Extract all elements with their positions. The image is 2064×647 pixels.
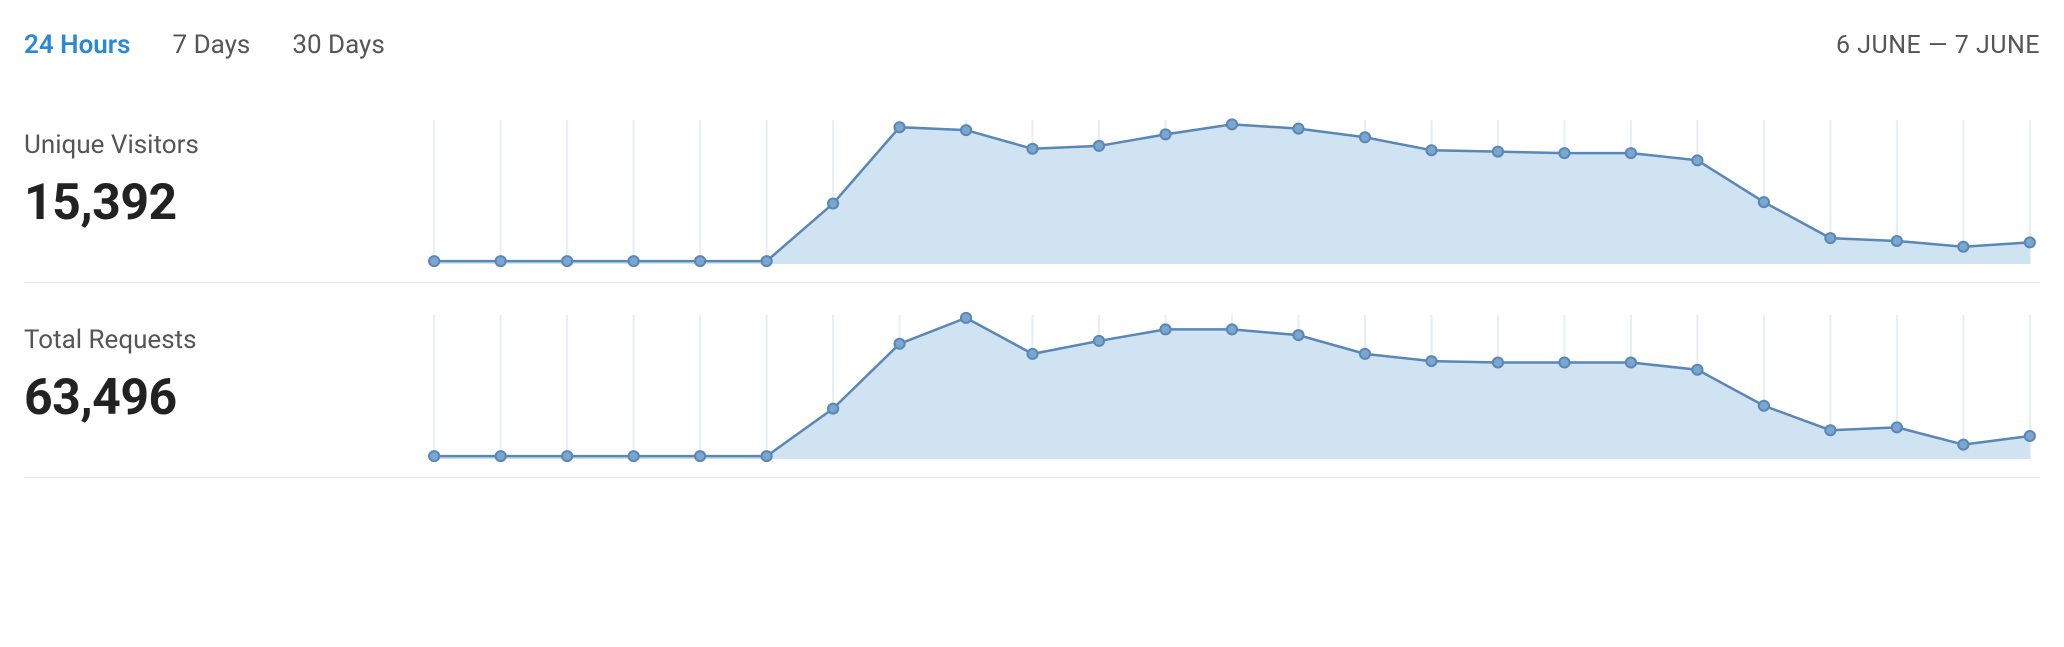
metric-value: 63,496: [24, 369, 424, 427]
metric-info: Total Requests 63,496: [24, 307, 424, 427]
chart-svg: [424, 112, 2040, 272]
metric-row-unique-visitors: Unique Visitors 15,392: [24, 112, 2040, 283]
total-requests-chart: [424, 307, 2040, 467]
time-range-tabs: 24 Hours 7 Days 30 Days: [24, 30, 385, 60]
metric-row-total-requests: Total Requests 63,496: [24, 307, 2040, 478]
tab-30-days[interactable]: 30 Days: [292, 30, 384, 60]
unique-visitors-chart: [424, 112, 2040, 272]
metric-value: 15,392: [24, 174, 424, 232]
header: 24 Hours 7 Days 30 Days 6 JUNE — 7 JUNE: [24, 30, 2040, 60]
metric-label: Unique Visitors: [24, 130, 424, 160]
tab-7-days[interactable]: 7 Days: [173, 30, 251, 60]
tab-24-hours[interactable]: 24 Hours: [24, 30, 131, 60]
metric-label: Total Requests: [24, 325, 424, 355]
chart-svg: [424, 307, 2040, 467]
metric-info: Unique Visitors 15,392: [24, 112, 424, 232]
date-range: 6 JUNE — 7 JUNE: [1836, 31, 2040, 60]
